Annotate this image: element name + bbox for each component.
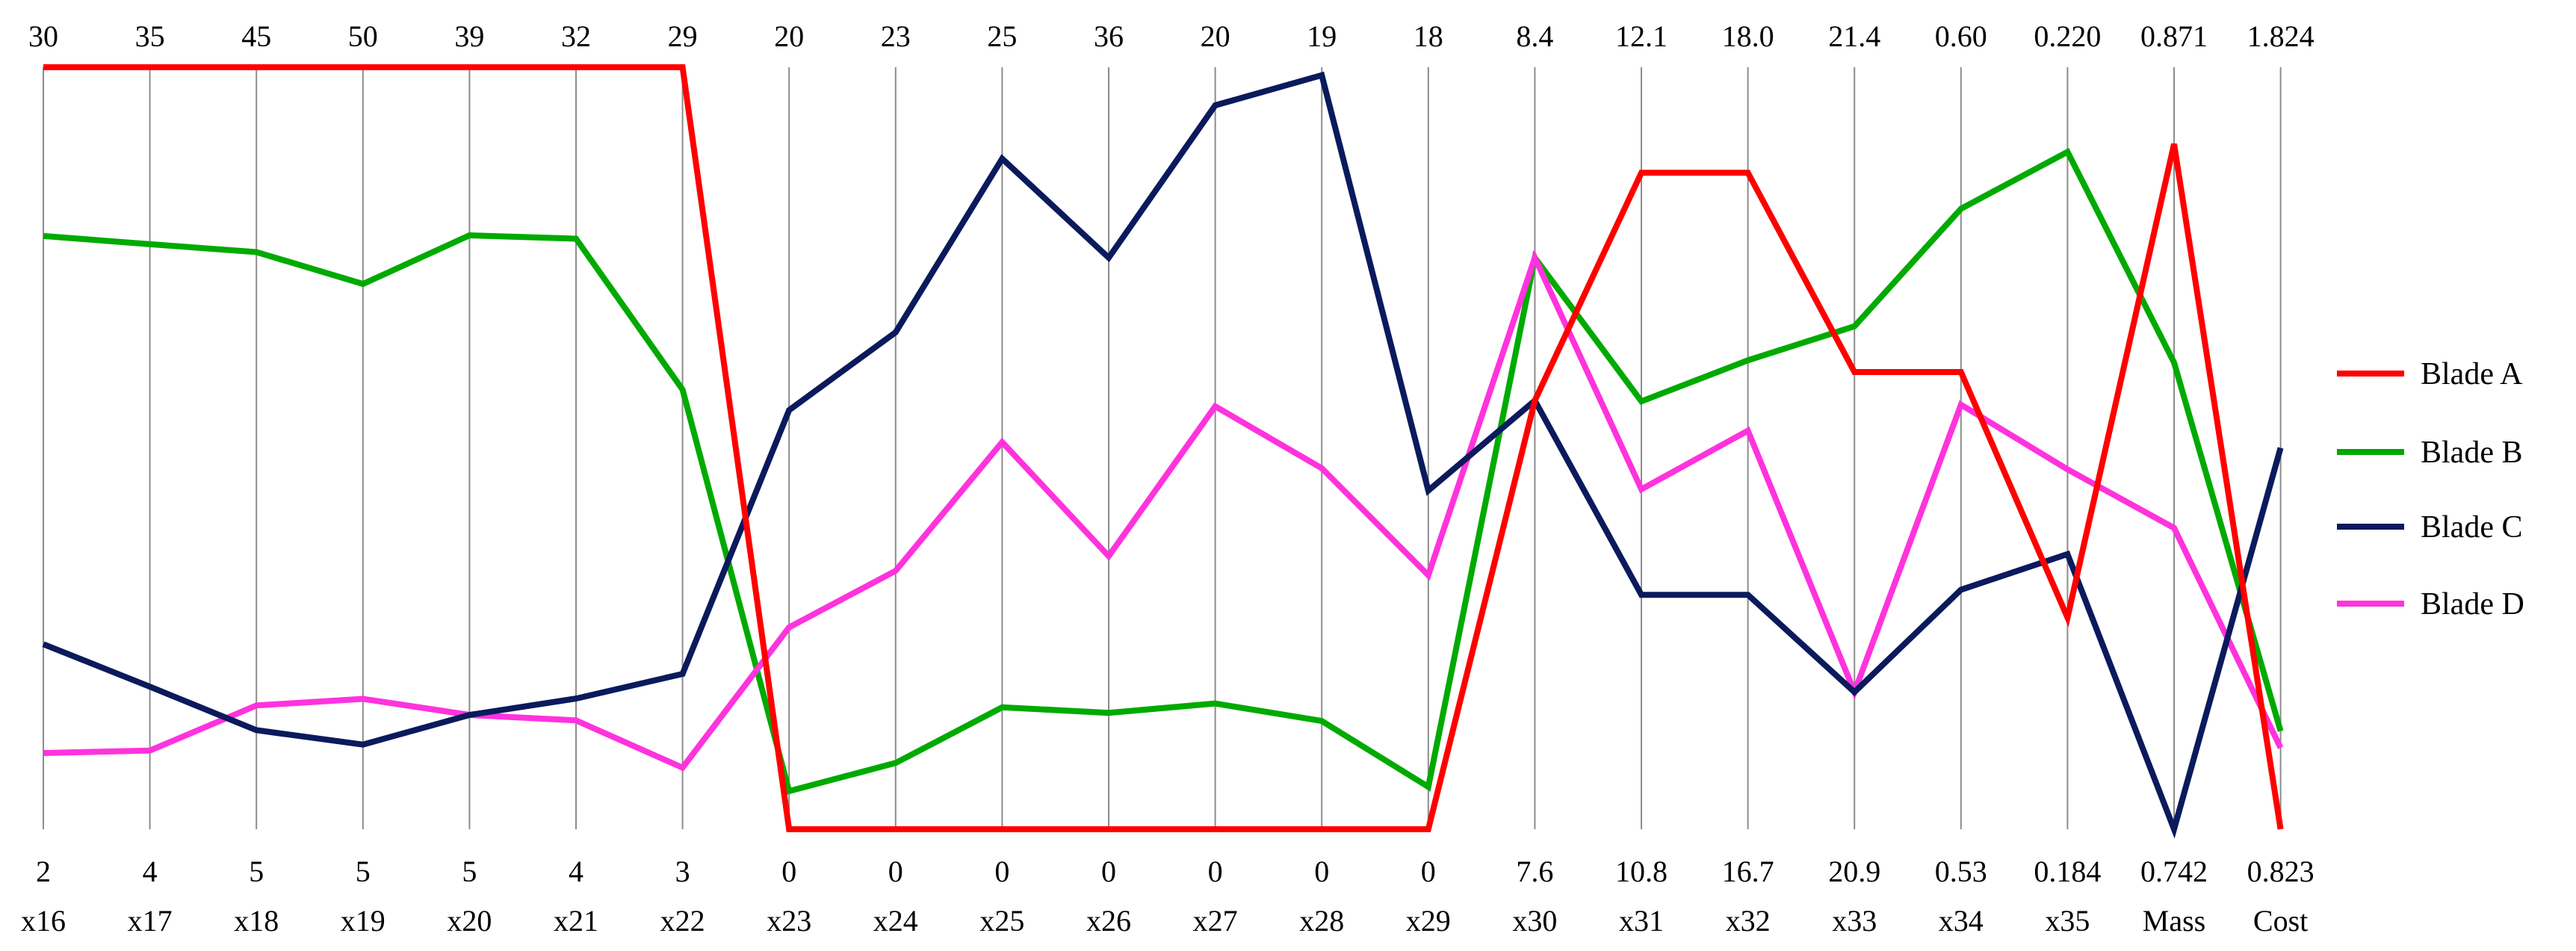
legend-label-blade-c: Blade C <box>2421 510 2522 545</box>
axis-min-label-x24: 0 <box>888 855 903 888</box>
axis-name-x29: x29 <box>1406 904 1451 938</box>
axis-min-label-x23: 0 <box>781 855 796 888</box>
axis-min-label-x30: 7.6 <box>1516 855 1553 888</box>
series-line-blade-d <box>43 250 2284 772</box>
axis-name-x31: x31 <box>1619 904 1664 938</box>
axis-max-label-x28: 19 <box>1307 19 1337 53</box>
axis-name-x17: x17 <box>128 904 173 938</box>
axis-max-label-x20: 39 <box>454 19 484 53</box>
axis-name-x24: x24 <box>873 904 918 938</box>
axis-name-x34: x34 <box>1939 904 1984 938</box>
axis-max-label-x30: 8.4 <box>1516 19 1553 53</box>
axis-name-x25: x25 <box>979 904 1024 938</box>
axis-min-label-x20: 5 <box>462 855 477 888</box>
axis-min-label-x16: 2 <box>36 855 51 888</box>
axis-min-label-x21: 4 <box>569 855 583 888</box>
axis-name-x27: x27 <box>1193 904 1238 938</box>
axis-max-label-x24: 23 <box>881 19 911 53</box>
axis-max-label-x26: 36 <box>1094 19 1124 53</box>
axis-min-label-x18: 5 <box>249 855 264 888</box>
axis-name-x22: x22 <box>660 904 705 938</box>
axis-min-label-x32: 16.7 <box>1722 855 1774 888</box>
axis-min-label-mass: 0.742 <box>2140 855 2208 888</box>
axis-name-mass: Mass <box>2143 904 2205 938</box>
axis-max-label-x22: 29 <box>668 19 698 53</box>
axes-layer: 30 2 x16 35 4 x17 45 5 x18 50 5 x19 39 5 x20 32 4 x21 29 3 x… <box>21 19 2315 938</box>
axis-max-label-x32: 18.0 <box>1722 19 1774 53</box>
axis-max-label-mass: 0.871 <box>2140 19 2208 53</box>
axis-max-label-x31: 12.1 <box>1615 19 1668 53</box>
axis-max-label-x21: 32 <box>561 19 591 53</box>
axis-name-x30: x30 <box>1512 904 1557 938</box>
series-line-blade-c <box>42 71 2284 839</box>
axis-name-x16: x16 <box>21 904 66 938</box>
axis-max-label-x17: 35 <box>135 19 165 53</box>
axis-min-label-x35: 0.184 <box>2034 855 2101 888</box>
axis-name-x32: x32 <box>1726 904 1771 938</box>
legend-label-blade-a: Blade A <box>2421 357 2523 391</box>
legend-label-blade-d: Blade D <box>2421 587 2524 622</box>
axis-max-label-x27: 20 <box>1201 19 1230 53</box>
axis-min-label-x26: 0 <box>1101 855 1116 888</box>
axis-name-x19: x19 <box>341 904 386 938</box>
axis-min-label-x27: 0 <box>1208 855 1223 888</box>
axis-min-label-x25: 0 <box>994 855 1009 888</box>
axis-min-label-x33: 20.9 <box>1828 855 1880 888</box>
axis-name-x23: x23 <box>767 904 811 938</box>
series-layer <box>42 64 2284 839</box>
axis-max-label-x35: 0.220 <box>2034 19 2101 53</box>
axis-max-label-x25: 25 <box>987 19 1017 53</box>
axis-name-x28: x28 <box>1299 904 1344 938</box>
axis-max-label-cost: 1.824 <box>2247 19 2315 53</box>
legend: Blade A Blade B Blade C Blade D <box>2337 357 2524 622</box>
series-line-blade-b <box>43 147 2284 795</box>
axis-name-x33: x33 <box>1832 904 1877 938</box>
axis-min-label-x17: 4 <box>143 855 158 888</box>
axis-max-label-x29: 18 <box>1414 19 1443 53</box>
legend-label-blade-b: Blade B <box>2421 436 2522 470</box>
axis-min-label-x28: 0 <box>1314 855 1329 888</box>
axis-min-label-x31: 10.8 <box>1615 855 1668 888</box>
axis-max-label-x34: 0.60 <box>1935 19 1987 53</box>
axis-max-label-x33: 21.4 <box>1828 19 1880 53</box>
axis-min-label-x22: 3 <box>675 855 690 888</box>
axis-min-label-x34: 0.53 <box>1935 855 1987 888</box>
axis-name-x35: x35 <box>2045 904 2090 938</box>
axis-name-x18: x18 <box>234 904 279 938</box>
axis-name-cost: Cost <box>2253 904 2308 938</box>
axis-min-label-cost: 0.823 <box>2247 855 2315 888</box>
axis-name-x26: x26 <box>1086 904 1131 938</box>
axis-max-label-x19: 50 <box>348 19 378 53</box>
axis-max-label-x18: 45 <box>241 19 271 53</box>
axis-max-label-x16: 30 <box>28 19 58 53</box>
series-line-blade-a <box>43 64 2284 832</box>
axis-min-label-x19: 5 <box>356 855 371 888</box>
axis-name-x21: x21 <box>554 904 598 938</box>
axis-name-x20: x20 <box>447 904 492 938</box>
axis-min-label-x29: 0 <box>1421 855 1436 888</box>
axis-max-label-x23: 20 <box>774 19 804 53</box>
